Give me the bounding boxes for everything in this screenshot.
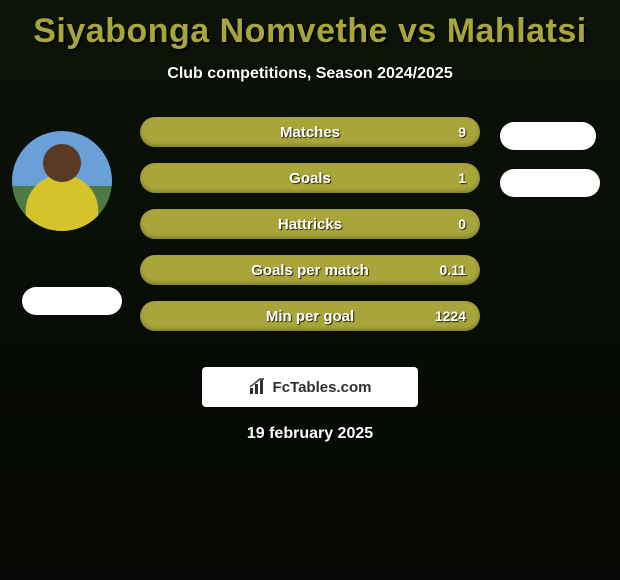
stat-row-goals-per-match: Goals per match 0.11 bbox=[140, 255, 480, 285]
stat-row-goals: Goals 1 bbox=[140, 163, 480, 193]
stat-row-min-per-goal: Min per goal 1224 bbox=[140, 301, 480, 331]
stat-value: 9 bbox=[458, 124, 466, 140]
stat-bars: Matches 9 Goals 1 Hattricks 0 Goals per … bbox=[140, 117, 480, 347]
stat-label: Goals per match bbox=[251, 262, 369, 279]
content-area: Matches 9 Goals 1 Hattricks 0 Goals per … bbox=[0, 117, 620, 357]
card: Siyabonga Nomvethe vs Mahlatsi Club comp… bbox=[0, 0, 620, 580]
stat-label: Hattricks bbox=[278, 216, 342, 233]
stat-label: Matches bbox=[280, 124, 340, 141]
bar-chart-icon bbox=[249, 378, 267, 396]
stat-label: Min per goal bbox=[266, 308, 354, 325]
stat-row-matches: Matches 9 bbox=[140, 117, 480, 147]
page-title: Siyabonga Nomvethe vs Mahlatsi bbox=[0, 12, 620, 51]
blank-pill-right-2 bbox=[500, 169, 600, 197]
brand-text: FcTables.com bbox=[273, 379, 372, 396]
footer-date: 19 february 2025 bbox=[0, 425, 620, 443]
brand-badge[interactable]: FcTables.com bbox=[202, 367, 418, 407]
stat-value: 0 bbox=[458, 216, 466, 232]
stat-value: 1 bbox=[458, 170, 466, 186]
stat-value: 1224 bbox=[435, 308, 466, 324]
stat-row-hattricks: Hattricks 0 bbox=[140, 209, 480, 239]
avatar-image bbox=[12, 131, 112, 231]
blank-pill-right-1 bbox=[500, 122, 596, 150]
stat-value: 0.11 bbox=[440, 262, 466, 278]
stat-label: Goals bbox=[289, 170, 331, 187]
player-avatar-left bbox=[12, 131, 112, 231]
subtitle: Club competitions, Season 2024/2025 bbox=[0, 65, 620, 83]
blank-pill-left bbox=[22, 287, 122, 315]
